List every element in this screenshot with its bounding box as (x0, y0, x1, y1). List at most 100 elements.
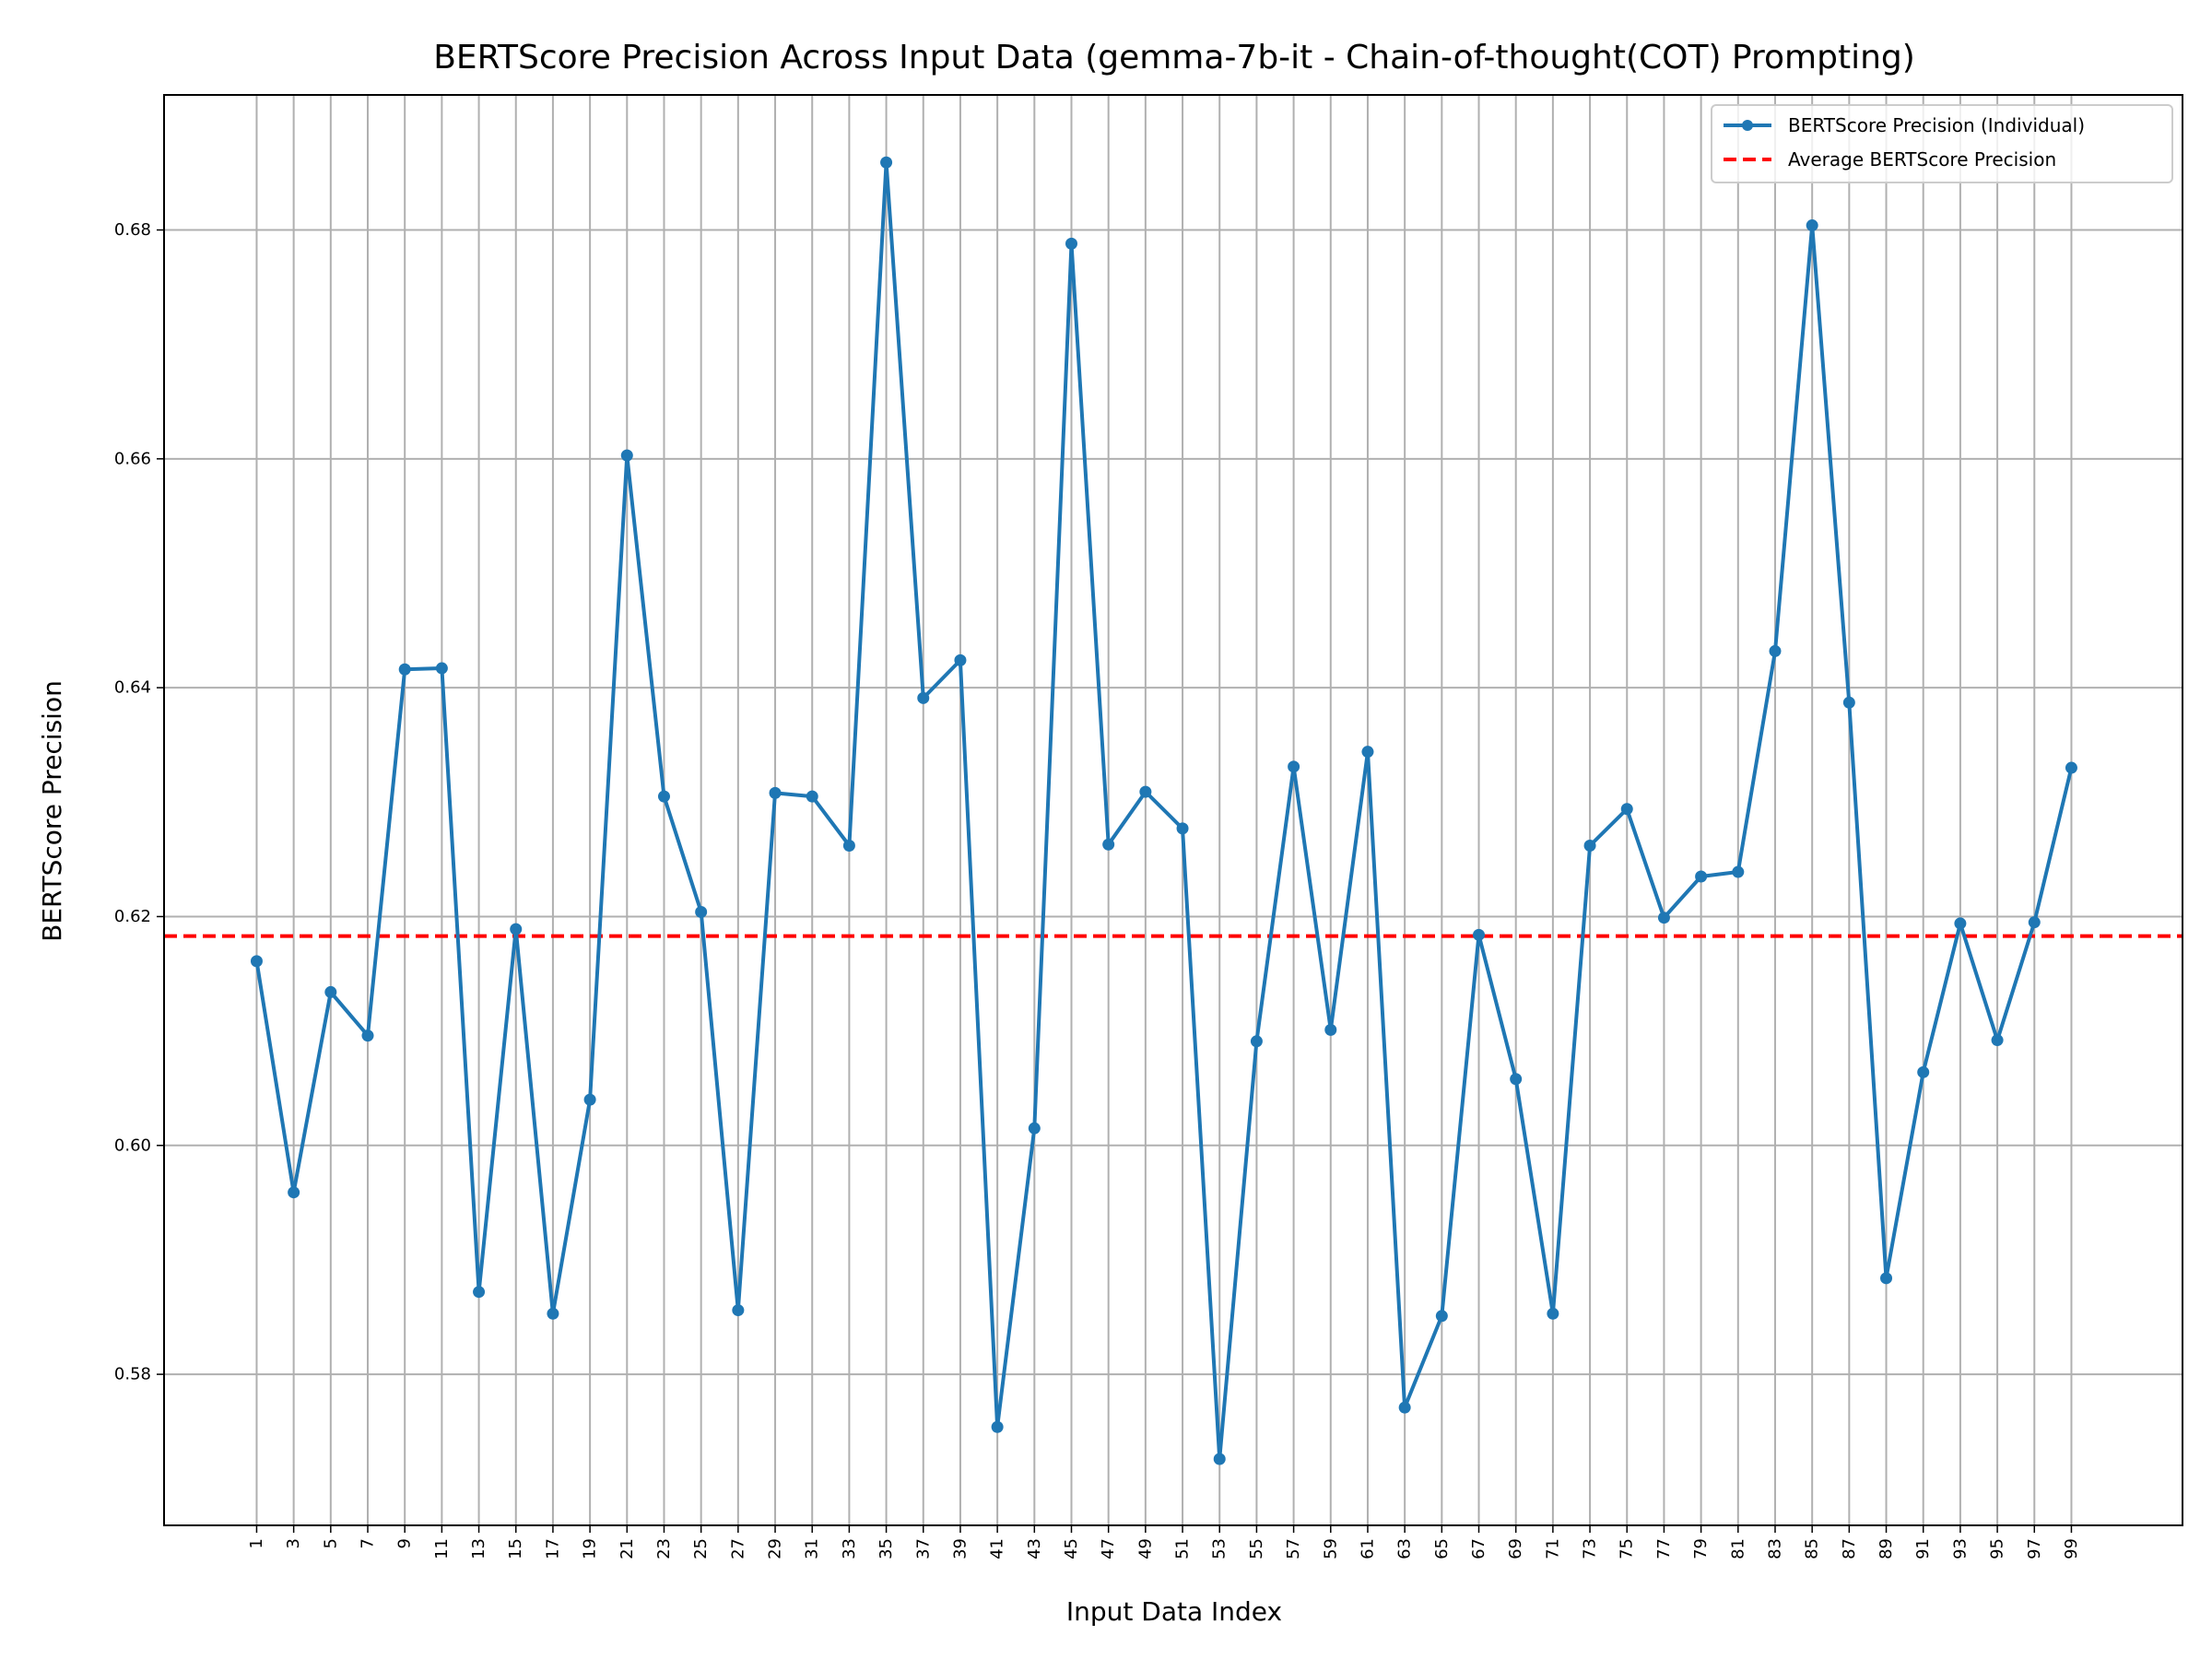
y-tick-label: 0.68 (114, 220, 151, 240)
data-point (1547, 1307, 1559, 1320)
y-tick-label: 0.62 (114, 907, 151, 926)
x-tick-label: 11 (432, 1538, 452, 1559)
series-line-individual (254, 160, 2074, 1461)
x-tick-label: 77 (1654, 1538, 1674, 1559)
data-point (806, 790, 818, 803)
x-tick-label: 45 (1062, 1538, 1081, 1559)
legend-box (1711, 104, 2173, 183)
data-point (1139, 785, 1152, 798)
x-tick-label: 9 (395, 1538, 415, 1548)
data-point (954, 653, 967, 666)
x-axis-label: Input Data Index (1066, 1596, 1282, 1627)
data-point (1806, 219, 1818, 232)
x-tick-label: 29 (766, 1538, 785, 1559)
x-tick-label: 93 (1950, 1538, 1970, 1559)
data-point (2028, 916, 2041, 929)
x-tick-label: 51 (1173, 1538, 1193, 1559)
x-tick-label: 91 (1913, 1538, 1933, 1559)
data-point (1510, 1073, 1523, 1086)
data-point (1324, 1023, 1337, 1036)
x-tick-label: 37 (913, 1538, 933, 1559)
data-point (1435, 1310, 1448, 1323)
x-tick-label: 49 (1135, 1538, 1155, 1559)
series-group (250, 156, 2077, 1465)
x-tick-label: 43 (1025, 1538, 1044, 1559)
x-tick-label: 67 (1469, 1538, 1488, 1559)
x-tick-label: 17 (543, 1538, 562, 1559)
legend: BERTScore Precision (Individual) Average… (1711, 104, 2173, 183)
data-point (732, 1304, 745, 1317)
data-point (1473, 928, 1486, 941)
data-point (473, 1286, 486, 1299)
x-tick-label: 35 (877, 1538, 896, 1559)
data-point (324, 985, 337, 998)
chart-title: BERTScore Precision Across Input Data (g… (433, 39, 1915, 76)
data-point (1361, 746, 1374, 759)
y-tick-label: 0.64 (114, 678, 151, 698)
x-tick-label: 27 (728, 1538, 747, 1559)
data-point (250, 955, 263, 968)
y-tick-label: 0.60 (114, 1135, 151, 1155)
data-point (1028, 1122, 1041, 1135)
x-tick-label: 59 (1321, 1538, 1340, 1559)
x-tick-label: 21 (618, 1538, 637, 1559)
data-point (435, 662, 448, 675)
data-point (1657, 912, 1670, 924)
x-tick-label: 69 (1506, 1538, 1525, 1559)
x-tick-label: 25 (691, 1538, 711, 1559)
x-tick-label: 73 (1581, 1538, 1600, 1559)
data-point (1842, 696, 1855, 709)
x-tick-label: 19 (581, 1538, 600, 1559)
data-point (842, 839, 855, 852)
x-tick-label: 65 (1432, 1538, 1452, 1559)
x-tick-label: 57 (1284, 1538, 1303, 1559)
grid (164, 95, 2183, 1525)
data-point (991, 1420, 1004, 1433)
data-point (880, 156, 893, 169)
data-point (695, 906, 708, 919)
data-point (398, 663, 411, 676)
x-tick-label: 89 (1877, 1538, 1896, 1559)
x-tick-label: 81 (1728, 1538, 1747, 1559)
y-tick-label: 0.66 (114, 449, 151, 468)
plot-frame (163, 94, 2183, 1526)
x-tick-label: 83 (1765, 1538, 1784, 1559)
legend-average-label: Average BERTScore Precision (1788, 148, 2056, 171)
data-point (1917, 1065, 1930, 1078)
legend-individual-marker (1742, 120, 1753, 131)
data-point (583, 1093, 596, 1106)
x-tick-label: 79 (1691, 1538, 1711, 1559)
x-tick-label: 55 (1247, 1538, 1266, 1559)
x-tick-label: 23 (654, 1538, 674, 1559)
x-tick-label: 13 (469, 1538, 488, 1559)
data-point (657, 790, 670, 803)
x-tick-label: 33 (840, 1538, 859, 1559)
data-point (2065, 761, 2077, 774)
x-tick-label: 97 (2025, 1538, 2044, 1559)
x-tick-label: 41 (988, 1538, 1007, 1559)
data-point (1213, 1453, 1226, 1465)
data-point (1991, 1034, 2004, 1047)
x-tick-label: 61 (1358, 1538, 1377, 1559)
data-point (547, 1307, 559, 1320)
x-tick-label: 47 (1099, 1538, 1118, 1559)
legend-individual-label: BERTScore Precision (Individual) (1788, 114, 2085, 136)
data-point (1288, 760, 1300, 773)
x-tick-label: 1 (247, 1538, 266, 1548)
data-point (1398, 1401, 1411, 1414)
data-point (1732, 865, 1745, 878)
data-point (917, 691, 930, 704)
y-axis-ticks: 0.58 0.60 0.62 0.64 0.66 0.68 (114, 220, 164, 1384)
data-point (1769, 644, 1782, 657)
data-point (1583, 839, 1596, 852)
y-tick-label: 0.58 (114, 1365, 151, 1384)
x-tick-label: 7 (359, 1538, 378, 1548)
x-tick-label: 87 (1840, 1538, 1859, 1559)
data-point (1065, 237, 1077, 250)
x-tick-label: 85 (1803, 1538, 1822, 1559)
data-point (1695, 870, 1708, 883)
data-point (288, 1186, 300, 1199)
data-point (1880, 1272, 1893, 1285)
data-point (1620, 803, 1633, 816)
